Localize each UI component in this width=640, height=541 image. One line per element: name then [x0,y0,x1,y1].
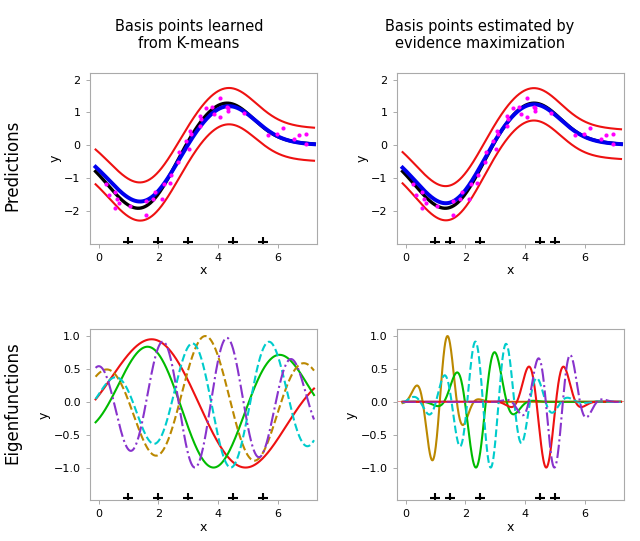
Point [501,122,511,130]
Text: Basis points learned
from K-means: Basis points learned from K-means [115,19,263,51]
Point [570,131,580,140]
Point [174,147,184,156]
Point [457,188,467,196]
Point [262,131,273,140]
Text: Eigenfunctions: Eigenfunctions [3,342,21,464]
Point [150,188,160,196]
Point [472,178,482,187]
Point [239,108,249,117]
Point [184,144,194,153]
Point [488,136,498,145]
Point [101,179,111,188]
Point [579,129,589,138]
Point [112,194,122,203]
Point [110,203,120,212]
Point [455,195,465,203]
Point [196,115,206,124]
Point [596,135,606,143]
Point [602,131,612,140]
Point [514,103,524,111]
Point [104,191,114,200]
Point [195,111,205,120]
Text: Predictions: Predictions [3,120,21,210]
X-axis label: x: x [507,521,514,534]
Point [491,144,501,153]
Point [502,111,512,120]
Point [447,210,458,219]
Point [419,194,429,203]
Point [209,109,220,118]
Point [125,202,136,210]
Point [216,113,226,122]
Point [492,127,502,135]
Point [464,195,474,204]
Point [408,179,418,188]
Point [481,147,492,156]
Point [272,129,282,138]
Point [473,170,483,179]
Point [546,108,556,117]
Point [223,104,234,113]
Point [214,94,225,102]
Point [522,113,532,122]
Point [417,188,428,196]
Point [159,179,170,188]
Point [172,158,182,167]
Y-axis label: y: y [38,411,51,419]
Point [141,196,151,205]
Point [432,202,442,210]
Point [148,195,159,203]
Point [114,199,124,207]
Point [294,131,305,140]
Point [522,94,532,102]
Point [479,158,490,167]
Point [110,188,120,196]
Point [141,210,151,219]
Point [609,140,619,148]
Point [223,107,233,116]
X-axis label: x: x [507,265,514,278]
Point [421,199,431,207]
Point [585,123,595,132]
Point [157,195,167,204]
Point [221,102,232,111]
Point [516,109,527,118]
Point [448,196,458,205]
Point [466,179,476,188]
Point [289,135,299,143]
Point [529,102,539,111]
Point [201,104,211,113]
Point [410,191,420,200]
Point [530,107,540,116]
Point [493,129,504,138]
Point [165,178,175,187]
Point [207,103,217,111]
Point [502,115,513,124]
Y-axis label: y: y [345,411,358,419]
Point [180,136,191,145]
Point [278,123,288,132]
Point [185,127,195,135]
Point [530,104,540,113]
Point [195,122,205,130]
Point [417,203,428,212]
Point [186,129,196,138]
Y-axis label: y: y [48,155,61,162]
Point [508,104,518,113]
Point [301,140,312,148]
Point [301,129,311,138]
X-axis label: x: x [200,265,207,278]
Y-axis label: y: y [355,155,368,162]
Text: Basis points estimated by
evidence maximization: Basis points estimated by evidence maxim… [385,19,575,51]
X-axis label: x: x [200,521,207,534]
Point [166,170,177,179]
Point [607,129,618,138]
